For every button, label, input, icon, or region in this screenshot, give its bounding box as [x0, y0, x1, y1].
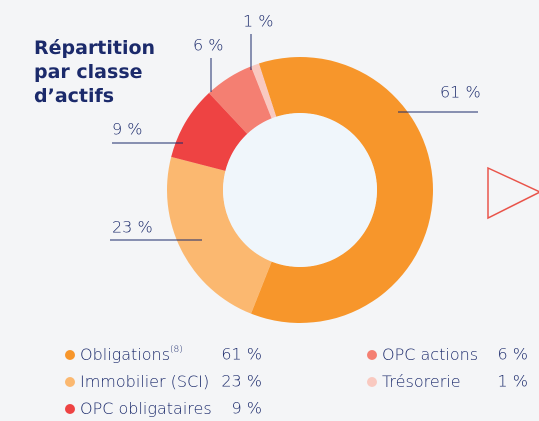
legend-swatch: [367, 350, 377, 360]
legend-value: 1 %: [498, 372, 528, 391]
slice-label: 9 %: [112, 120, 142, 139]
legend-name: Trésorerie: [382, 372, 461, 391]
legend-value: 6 %: [498, 345, 528, 364]
legend-value: 23 %: [221, 372, 262, 391]
legend-label: Immobilier (SCI): [80, 372, 209, 391]
legend-label: Obligations(8): [80, 345, 183, 364]
legend-label: OPC obligataires: [80, 399, 212, 418]
legend-value: 61 %: [221, 345, 262, 364]
slice-label: 1 %: [243, 12, 273, 31]
legend-name: Immobilier (SCI): [80, 372, 209, 391]
legend-label: Trésorerie: [382, 372, 461, 391]
donut-slice: [251, 57, 433, 324]
legend-label: OPC actions: [382, 345, 478, 364]
legend-value: 9 %: [232, 399, 262, 418]
chart-title: Répartition par classe d’actifs: [34, 37, 156, 107]
donut-slice: [251, 63, 277, 119]
legend-swatch: [65, 377, 75, 387]
legend-name: OPC actions: [382, 345, 478, 364]
legend-name: Obligations: [80, 345, 170, 364]
donut-slice: [208, 66, 272, 134]
legend-note: (8): [170, 345, 183, 355]
donut-slice: [166, 156, 272, 314]
slice-label: 23 %: [112, 218, 153, 237]
slice-label: 61 %: [440, 83, 481, 102]
donut-slice: [171, 93, 248, 171]
decor-triangle: [487, 166, 539, 220]
slice-label: 6 %: [193, 36, 223, 55]
legend-swatch: [65, 350, 75, 360]
legend-swatch: [367, 377, 377, 387]
donut-hole: [223, 113, 377, 267]
legend-name: OPC obligataires: [80, 399, 212, 418]
legend-swatch: [65, 404, 75, 414]
